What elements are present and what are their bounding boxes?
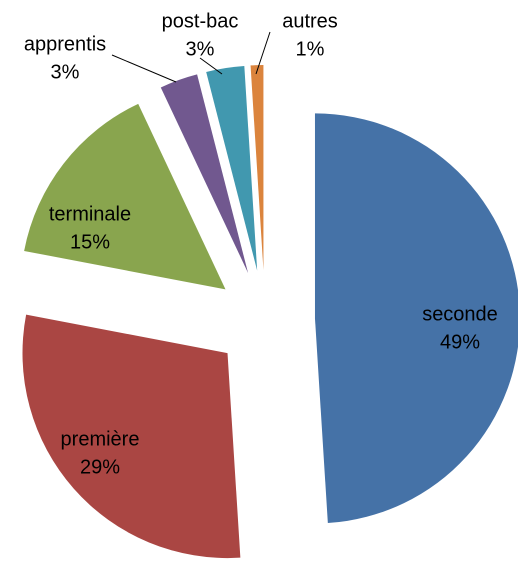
pie-slice [160, 74, 249, 273]
leader-line [199, 57, 223, 75]
leader-line [255, 31, 271, 75]
pie-slice [250, 65, 264, 271]
pie-slice [22, 314, 241, 559]
slice-label: première [61, 428, 140, 450]
slice-value: 3% [186, 38, 215, 60]
slice-value: 29% [80, 456, 120, 478]
slice-label: apprentis [24, 33, 106, 55]
pie-slice [24, 103, 226, 290]
slice-value: 15% [70, 231, 110, 253]
leader-line [111, 54, 177, 83]
pie-slice [314, 113, 518, 524]
pie-slice [206, 66, 258, 271]
slice-value: 49% [440, 331, 480, 353]
slice-label: terminale [49, 203, 131, 225]
slice-label: autres [282, 10, 338, 32]
slice-value: 3% [51, 61, 80, 83]
slice-label: post-bac [162, 10, 239, 32]
slice-label: seconde [422, 303, 498, 325]
slice-value: 1% [296, 38, 325, 60]
